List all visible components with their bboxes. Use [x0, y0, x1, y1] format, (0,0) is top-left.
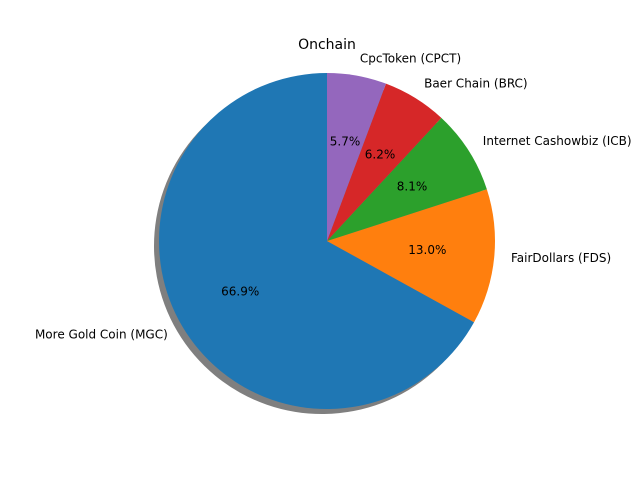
slice-percent-label: 5.7%: [330, 134, 361, 148]
pie-slice: [327, 73, 386, 241]
slice-label: Internet Cashowbiz (ICB): [483, 134, 632, 148]
slice-percent-label: 66.9%: [221, 285, 259, 299]
pie-slice: [327, 189, 495, 323]
slice-percent-label: 13.0%: [408, 243, 446, 257]
pie-slice: [158, 73, 475, 410]
pie-slice: [327, 117, 487, 241]
pie-slice: [327, 83, 442, 242]
slice-label: CpcToken (CPCT): [360, 52, 461, 66]
slice-percent-label: 8.1%: [397, 179, 428, 193]
chart-title: Onchain: [298, 37, 356, 53]
slice-label: FairDollars (FDS): [511, 251, 611, 265]
slice-label: More Gold Coin (MGC): [35, 327, 168, 341]
slice-label: Baer Chain (BRC): [424, 76, 528, 90]
pie-labels: More Gold Coin (MGC) 66.9% FairDollars (FD…: [35, 52, 632, 342]
pie-slices: [158, 73, 495, 410]
slice-percent-label: 6.2%: [365, 148, 396, 162]
